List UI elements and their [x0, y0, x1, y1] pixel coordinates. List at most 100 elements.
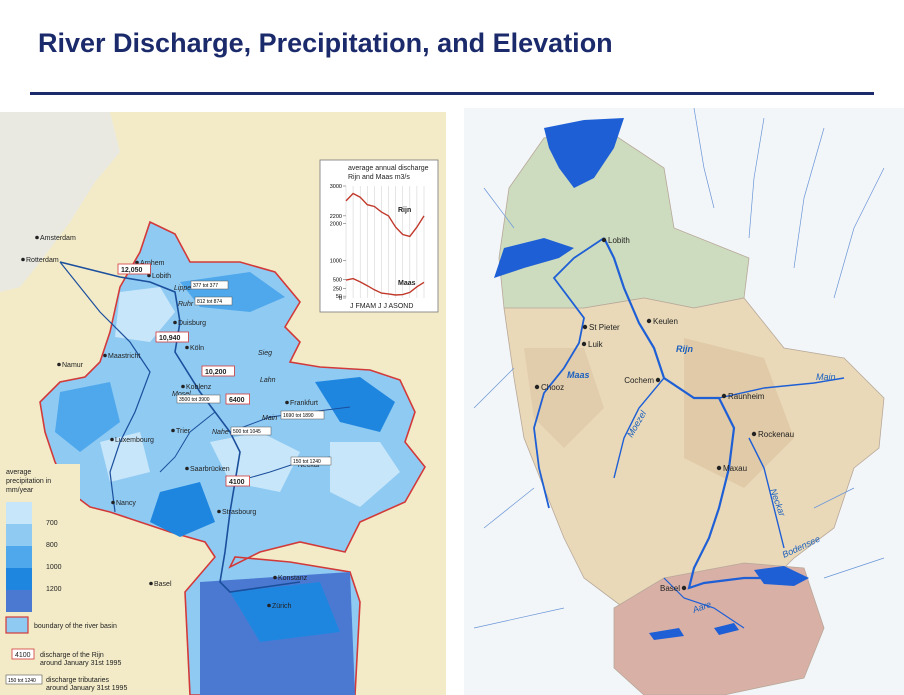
city-label-basel: Basel — [154, 581, 172, 588]
city-label-nancy: Nancy — [116, 500, 136, 507]
city-dot-maastricht — [103, 353, 107, 358]
city-label-basel: Basel — [660, 584, 680, 593]
city-label-ko-ln: Köln — [190, 345, 204, 352]
inset-ytick: 2000 — [330, 221, 342, 227]
precip-level-1200: 1200 — [46, 586, 62, 593]
city-label-chooz: Chooz — [541, 383, 564, 392]
inset-ytick: 1000 — [330, 259, 342, 265]
city-dot-zu-rich — [267, 603, 271, 608]
river-label-maas: Maas — [567, 370, 590, 380]
city-dot-strasbourg — [217, 509, 221, 514]
city-dot-rockenau — [751, 431, 757, 437]
city-dot-luxembourg — [110, 437, 114, 442]
city-dot-lobith — [147, 273, 151, 278]
aare-river — [663, 577, 745, 629]
boundary-label: boundary of the river basin — [34, 623, 117, 630]
precip-swatch-2 — [6, 546, 32, 568]
tributary-value: 812 tot 874 — [197, 299, 222, 305]
city-dot-ko-ln — [185, 345, 189, 350]
precip-swatch-3 — [6, 568, 32, 590]
city-dot-keulen — [646, 318, 652, 324]
city-label-rockenau: Rockenau — [758, 430, 794, 439]
precip-swatch-1 — [6, 524, 32, 546]
discharge-sample: 4100 — [15, 652, 31, 659]
inset-ytick: 0 — [339, 296, 342, 302]
river-label-nahe: Nahe — [212, 429, 229, 436]
city-dot-amsterdam — [35, 235, 39, 240]
city-label-luik: Luik — [588, 340, 604, 349]
ijsselmeer — [544, 118, 624, 188]
legend-title-2: precipitation in — [6, 478, 51, 485]
city-dot-luik — [581, 341, 587, 347]
tributary-value: 3500 tot 3900 — [179, 397, 210, 403]
maas-series-label: Maas — [398, 280, 416, 287]
precip-swatch-0 — [6, 502, 32, 524]
city-label-koblenz: Koblenz — [186, 384, 212, 391]
legend-title-1: average — [6, 469, 31, 476]
city-dot-saarbru-cken — [185, 466, 189, 471]
precip-swatch-4 — [6, 590, 32, 612]
city-dot-namur — [57, 362, 61, 367]
city-label-konstanz: Konstanz — [278, 575, 308, 582]
discharge-value: 10,940 — [159, 335, 181, 342]
city-dot-st-pieter — [582, 324, 588, 330]
discharge-value: 4100 — [229, 479, 245, 486]
city-label-namur: Namur — [62, 362, 84, 369]
city-dot-lobith — [601, 237, 607, 243]
city-dot-nancy — [111, 500, 115, 505]
discharge-value: 6400 — [229, 397, 245, 404]
discharge-value: 12,050 — [121, 267, 143, 274]
river-label-mosel: Mosel — [172, 391, 191, 398]
rijn-series-line — [345, 192, 425, 238]
city-dot-duisburg — [173, 320, 177, 325]
precip-level-1000: 1000 — [46, 564, 62, 571]
city-label-rotterdam: Rotterdam — [26, 257, 59, 264]
inset-ytick: 250 — [333, 287, 342, 293]
river-label-ruhr: Ruhr — [178, 301, 194, 308]
city-label-luxembourg: Luxembourg — [115, 437, 154, 444]
discharge-legend-text-2: around January 31st 1995 — [40, 660, 121, 667]
city-label-maastricht: Maastricht — [108, 353, 140, 360]
city-dot-rotterdam — [21, 257, 25, 262]
main-river — [718, 377, 845, 399]
discharge-inset-chart: average annual discharge Rijn and Maas m… — [319, 159, 439, 313]
city-dot-maxau — [716, 465, 722, 471]
city-label-arnhem: Arnhem — [140, 260, 165, 267]
discharge-value: 10,200 — [205, 369, 227, 376]
title-rule — [30, 92, 874, 95]
precip-level-800: 800 — [46, 542, 58, 549]
river-label-main: Main — [816, 372, 836, 382]
city-label-st-pieter: St Pieter — [589, 323, 620, 332]
rijn-river — [603, 237, 769, 590]
tributary-value: 500 tot 1045 — [233, 429, 261, 435]
city-label-zu-rich: Zürich — [272, 603, 292, 610]
discharge-legend-text: discharge of the Rijn — [40, 652, 104, 659]
tributary-value: 377 tot 377 — [193, 283, 218, 289]
city-dot-raunheim — [721, 393, 727, 399]
city-label-keulen: Keulen — [653, 317, 678, 326]
river-label-lippe: Lippe — [174, 285, 191, 292]
inset-months: J FMAM J J ASOND — [350, 303, 413, 310]
precipitation-legend: average precipitation in mm/year 700 800 1… — [0, 464, 127, 695]
river-label-sieg: Sieg — [258, 350, 272, 357]
river-label-rijn: Rijn — [676, 344, 694, 354]
city-label-maxau: Maxau — [723, 464, 747, 473]
city-label-lobith: Lobith — [608, 236, 630, 245]
precipitation-map: Amsterdam Rotterdam Arnhem Lobith Duisburg Ma… — [0, 112, 446, 695]
legend-title-3: mm/year — [6, 487, 34, 494]
tributary-value: 150 tot 1240 — [293, 459, 321, 465]
city-label-strasbourg: Strasbourg — [222, 509, 256, 516]
river-label-main: Main — [262, 415, 277, 422]
city-dot-chooz — [534, 384, 540, 390]
city-label-saarbru-cken: Saarbrücken — [190, 466, 230, 473]
city-label-duisburg: Duisburg — [178, 320, 206, 327]
city-label-trier: Trier — [176, 428, 191, 435]
maas-river — [533, 237, 605, 509]
neckar-river — [748, 437, 785, 549]
inset-ytick: 3000 — [330, 184, 342, 190]
inset-ytick: 500 — [333, 277, 342, 283]
inset-title-line1: average annual discharge — [348, 165, 429, 172]
city-dot-basel — [681, 585, 687, 591]
city-dot-konstanz — [273, 575, 277, 580]
boundary-swatch — [5, 616, 29, 634]
